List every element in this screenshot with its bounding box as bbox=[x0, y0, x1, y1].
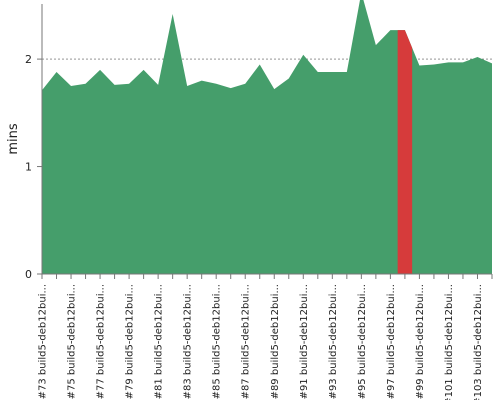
x-tick-label: #75 build5-deb12bui... bbox=[67, 284, 78, 399]
x-tick-label: #89 build5-deb12bui... bbox=[270, 284, 281, 399]
highlighted-build-band bbox=[397, 30, 413, 274]
x-tick-label: #83 build5-deb12bui... bbox=[183, 284, 194, 399]
area-series bbox=[42, 0, 492, 274]
y-axis-ticks: 0 1 2 bbox=[25, 53, 42, 281]
x-tick-label: #79 build5-deb12bui... bbox=[125, 284, 136, 399]
y-tick-label: 1 bbox=[25, 161, 32, 174]
y-tick-label: 0 bbox=[25, 268, 32, 281]
x-axis-ticks: #73 build5-deb12bui... #75 build5-deb12bu… bbox=[38, 274, 493, 400]
x-tick-label: #93 build5-deb12bui... bbox=[328, 284, 339, 399]
x-tick-label: #99 build5-deb12bui... bbox=[415, 284, 426, 399]
x-tick-label: #73 build5-deb12bui... bbox=[38, 284, 49, 399]
x-tick-label: #101 build5-deb12bui... bbox=[444, 284, 455, 400]
x-tick-label: #77 build5-deb12bui... bbox=[96, 284, 107, 399]
x-tick-label: #81 build5-deb12bui... bbox=[154, 284, 165, 399]
x-tick-label: #87 build5-deb12bui... bbox=[241, 284, 252, 399]
x-tick-label: #103 build5-deb12bui... bbox=[473, 284, 484, 400]
y-tick-label: 2 bbox=[25, 53, 32, 66]
x-tick-label: #91 build5-deb12bui... bbox=[299, 284, 310, 399]
duration-area bbox=[42, 0, 492, 274]
x-tick-label: #85 build5-deb12bui... bbox=[212, 284, 223, 399]
x-tick-label: #97 build5-deb12bui... bbox=[386, 284, 397, 399]
x-tick-label: #95 build5-deb12bui... bbox=[357, 284, 368, 399]
y-axis-title: mins bbox=[6, 123, 21, 155]
axes bbox=[41, 4, 492, 275]
